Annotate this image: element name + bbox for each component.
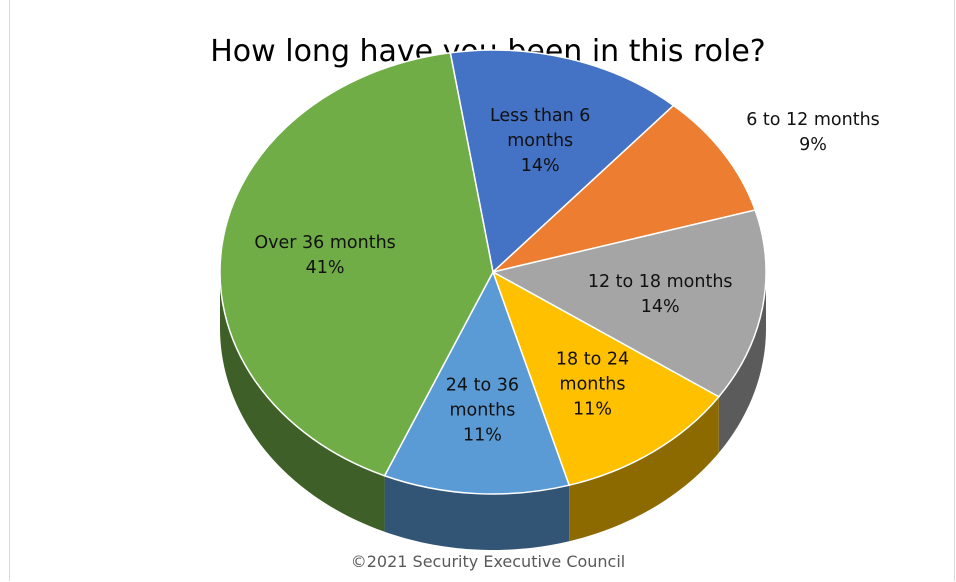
pie-label-12-to-18-months: 12 to 18 months 14% (588, 272, 733, 317)
pie-slice-over-36-months (219, 51, 494, 477)
copyright-text: ©2021 Security Executive Council (350, 552, 626, 571)
pie-label-line: 14% (521, 156, 560, 176)
pie-slice-less-than-6-months (449, 49, 675, 274)
pie-slices (219, 49, 767, 495)
pie-label-6-to-12-months: 6 to 12 months 9% (746, 110, 880, 155)
pie-label-line: months (507, 131, 573, 151)
pie-label-line: 11% (463, 425, 502, 445)
pie-slice-6-to-12-months (490, 104, 757, 274)
pie-label-line: 6 to 12 months (746, 110, 880, 130)
pie-slice-18-to-24-months (491, 270, 720, 487)
pie-label-18-to-24-months: 18 to 24 months 11% (556, 349, 629, 419)
pie-label-line: months (449, 400, 515, 420)
pie-label-24-to-36-months: 24 to 36 months 11% (446, 375, 519, 445)
pie-label-line: 14% (641, 297, 680, 317)
pie-label-line: 11% (573, 399, 612, 419)
pie-label-line: Over 36 months (254, 233, 395, 253)
pie-label-line: 9% (799, 135, 827, 155)
pie-labels: Less than 6 months 14% 6 to 12 months 9% 12 t… (254, 106, 879, 446)
pie-depth-over-36-months (220, 272, 385, 532)
pie-label-line: 12 to 18 months (588, 272, 733, 292)
pie-slice-24-to-36-months (383, 270, 571, 495)
pie-label-line: Less than 6 (490, 106, 590, 126)
pie-label-line: months (560, 374, 626, 394)
pie-label-line: 41% (306, 258, 345, 278)
pie-label-over-36-months: Over 36 months 41% (254, 233, 395, 278)
pie-label-less-than-6-months: Less than 6 months 14% (490, 106, 590, 176)
pie-label-line: 24 to 36 (446, 375, 519, 395)
chart-frame (9, 0, 955, 581)
pie-label-line: 18 to 24 (556, 349, 629, 369)
pie-depth-24-to-36-months (384, 475, 570, 550)
pie-slice-12-to-18-months (490, 209, 767, 398)
